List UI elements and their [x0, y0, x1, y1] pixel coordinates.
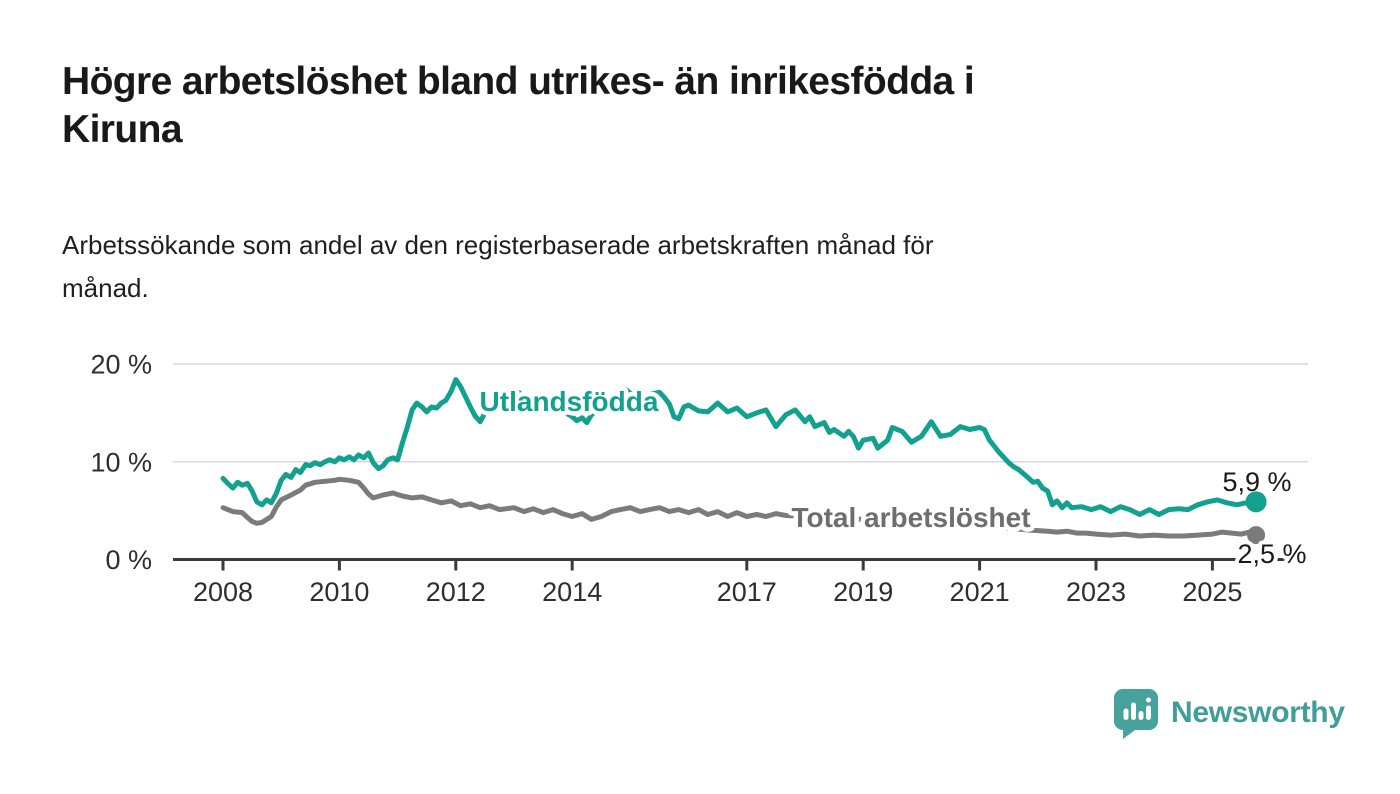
x-tick-label-2025: 2025 [1182, 577, 1242, 607]
y-tick-label-10: 10 % [90, 447, 152, 477]
series-line-total [220, 476, 1259, 539]
series-label-total: Total arbetslöshet [791, 502, 1030, 533]
x-tick-label-2019: 2019 [833, 577, 893, 607]
y-tick-label-0: 0 % [105, 545, 152, 575]
newsworthy-wordmark: Newsworthy [1171, 696, 1345, 729]
x-tick-label-2021: 2021 [950, 577, 1010, 607]
x-tick-label-2008: 2008 [193, 577, 253, 607]
logo-bar-2 [1131, 702, 1136, 720]
logo-bar-1 [1123, 708, 1129, 720]
x-tick-label-2023: 2023 [1066, 577, 1126, 607]
page-title: Högre arbetslöshet bland utrikes- än inr… [62, 58, 1332, 154]
chart-subtitle-line1: Arbetssökande som andel av den registerb… [62, 230, 934, 260]
page-title-line1: Högre arbetslöshet bland utrikes- än inr… [62, 60, 975, 103]
end-dot-utlandsfodda [1245, 491, 1267, 513]
chart-subtitle-line2: månad. [62, 273, 149, 303]
x-tick-label-2012: 2012 [426, 577, 486, 607]
x-tick-label-2010: 2010 [309, 577, 369, 607]
series-label-utlandsfodda: Utlandsfödda [480, 386, 659, 417]
end-value-label-utlandsfodda: 5,9 % [1222, 467, 1291, 497]
end-dot-total [1247, 526, 1266, 545]
newsworthy-logo-icon [1114, 688, 1158, 739]
end-value-label-total: 2,5 % [1237, 539, 1306, 569]
newsworthy-branding: Newsworthy [1113, 688, 1345, 739]
logo-bar-3 [1138, 710, 1144, 720]
page-title-line2: Kiruna [62, 108, 183, 151]
x-tick-label-2014: 2014 [542, 577, 602, 607]
x-tick-label-2017: 2017 [717, 577, 777, 607]
y-tick-label-20: 20 % [90, 350, 152, 380]
logo-exclamation-bar [1146, 705, 1151, 720]
chart-subtitle: Arbetssökande som andel av den registerb… [62, 224, 1292, 310]
series-line-utlandsfodda [220, 377, 1259, 517]
logo-exclamation-dot [1146, 697, 1151, 702]
